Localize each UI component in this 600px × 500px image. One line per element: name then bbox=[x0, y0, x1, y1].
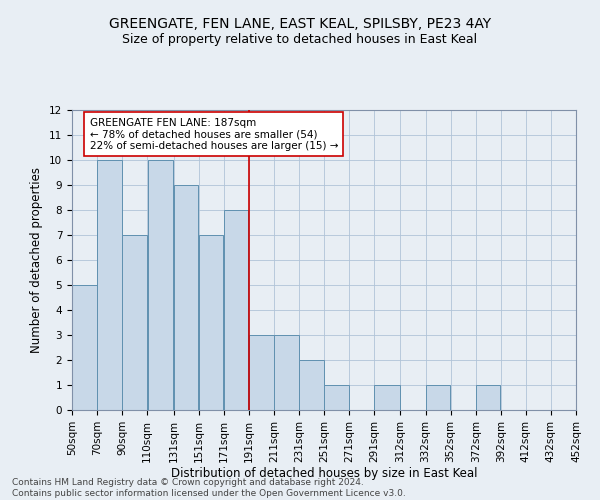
Bar bbox=[249, 335, 274, 410]
Text: Size of property relative to detached houses in East Keal: Size of property relative to detached ho… bbox=[122, 32, 478, 46]
X-axis label: Distribution of detached houses by size in East Keal: Distribution of detached houses by size … bbox=[171, 468, 477, 480]
Bar bbox=[73, 285, 97, 410]
Bar bbox=[325, 385, 349, 410]
Bar bbox=[148, 160, 173, 410]
Bar bbox=[374, 385, 400, 410]
Bar bbox=[299, 360, 323, 410]
Y-axis label: Number of detached properties: Number of detached properties bbox=[31, 167, 43, 353]
Bar bbox=[174, 185, 199, 410]
Text: GREENGATE FEN LANE: 187sqm
← 78% of detached houses are smaller (54)
22% of semi: GREENGATE FEN LANE: 187sqm ← 78% of deta… bbox=[89, 118, 338, 150]
Bar bbox=[199, 235, 223, 410]
Text: GREENGATE, FEN LANE, EAST KEAL, SPILSBY, PE23 4AY: GREENGATE, FEN LANE, EAST KEAL, SPILSBY,… bbox=[109, 18, 491, 32]
Text: Contains HM Land Registry data © Crown copyright and database right 2024.
Contai: Contains HM Land Registry data © Crown c… bbox=[12, 478, 406, 498]
Bar bbox=[476, 385, 500, 410]
Bar bbox=[274, 335, 299, 410]
Bar bbox=[122, 235, 147, 410]
Bar bbox=[97, 160, 122, 410]
Bar bbox=[426, 385, 451, 410]
Bar bbox=[224, 210, 248, 410]
